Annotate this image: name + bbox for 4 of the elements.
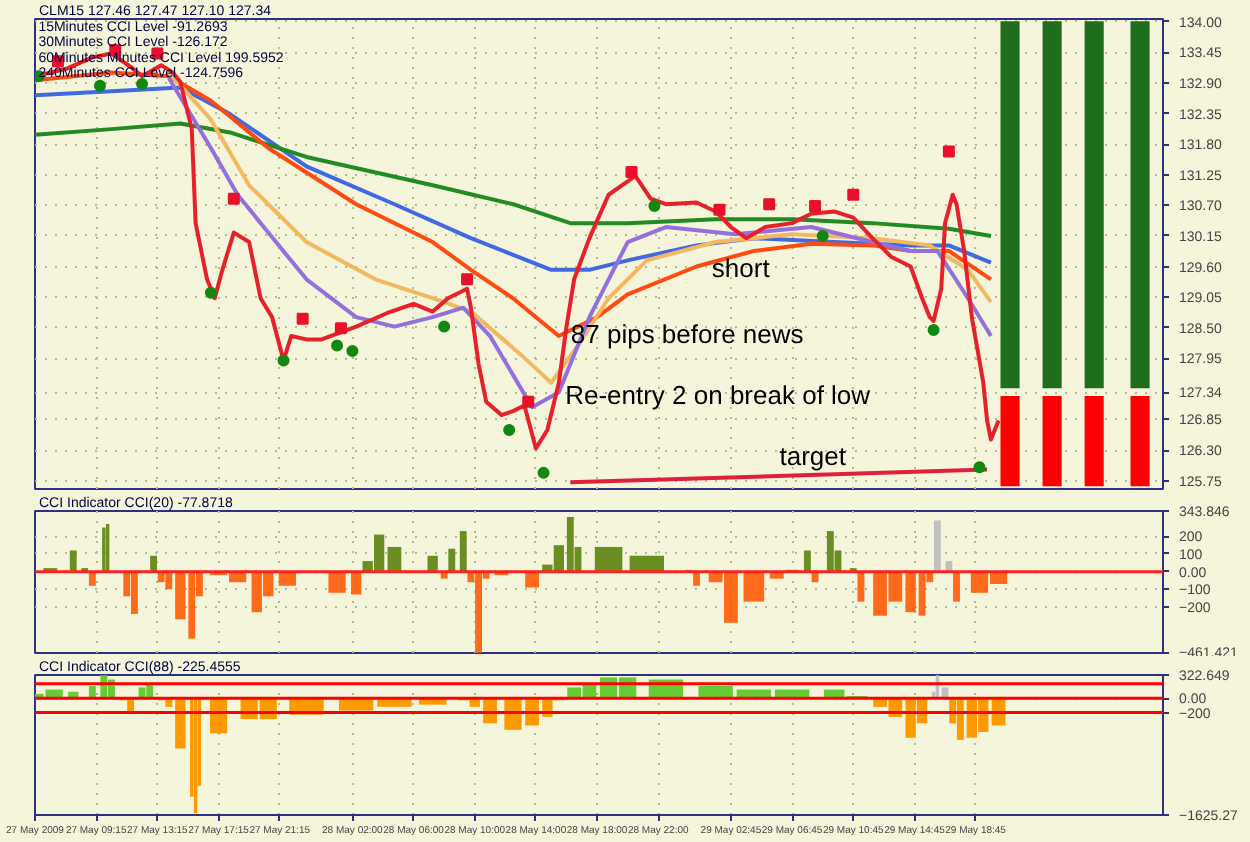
annotation: Re-entry 2 on break of low [565, 380, 872, 410]
annotation: short [711, 253, 771, 284]
annotation: target [779, 441, 847, 472]
annotation: 87 pips before news [570, 318, 805, 349]
